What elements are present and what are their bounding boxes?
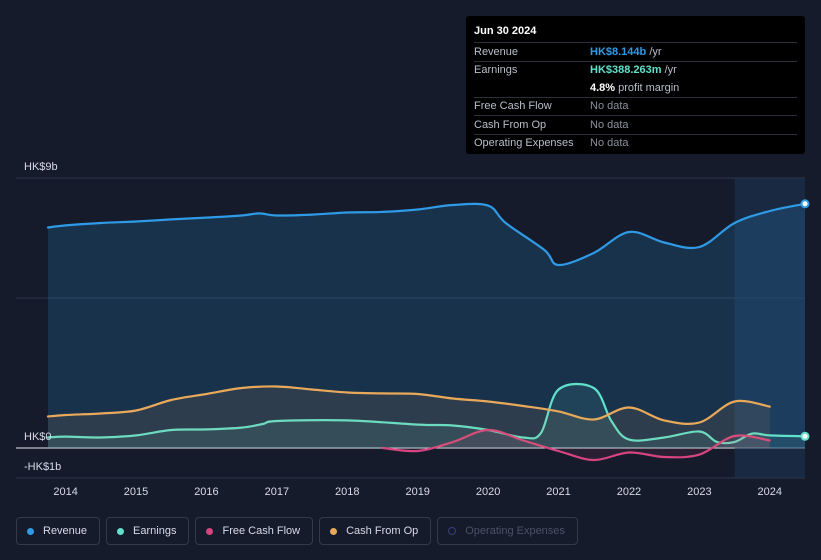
tooltip-row-opex: Operating Expenses No data bbox=[474, 133, 797, 153]
x-tick-label: 2017 bbox=[265, 486, 289, 498]
x-tick-label: 2014 bbox=[53, 486, 77, 498]
tooltip-value: 4.8% bbox=[590, 81, 616, 94]
legend-dot-icon bbox=[27, 527, 34, 535]
free-cash-flow-area bbox=[382, 429, 770, 461]
x-tick-label: 2024 bbox=[758, 486, 782, 498]
tooltip-unit: /yr bbox=[646, 45, 662, 58]
tooltip-label: Earnings bbox=[474, 64, 518, 77]
legend-dot-icon bbox=[117, 527, 125, 535]
legend-item-free-cash-flow[interactable]: Free Cash Flow bbox=[195, 517, 314, 545]
x-tick-label: 2020 bbox=[476, 486, 500, 498]
earnings-area bbox=[48, 383, 805, 448]
x-tick-label: 2015 bbox=[124, 486, 148, 498]
financial-chart: HK$9b HK$0 -HK$1b 2014 2015 2016 2017 2018 2019… bbox=[16, 161, 810, 498]
x-tick-label: 2019 bbox=[405, 486, 429, 498]
legend-label: Free Cash Flow bbox=[222, 525, 301, 537]
x-tick-label: 2022 bbox=[617, 486, 641, 498]
legend-item-earnings[interactable]: Earnings bbox=[106, 517, 190, 545]
forecast-highlight-band bbox=[734, 178, 805, 478]
legend-dot-icon bbox=[330, 527, 338, 535]
free-cash-flow-line bbox=[381, 428, 771, 462]
legend-label: Earnings bbox=[133, 525, 177, 537]
legend-dot-icon bbox=[206, 527, 214, 535]
legend-label: Cash From Op bbox=[346, 525, 419, 537]
chart-legend: Revenue Earnings Free Cash Flow Cash Fro… bbox=[16, 517, 578, 545]
earnings-end-marker bbox=[800, 431, 810, 441]
legend-item-revenue[interactable]: Revenue bbox=[16, 517, 101, 545]
revenue-end-marker bbox=[800, 199, 810, 209]
y-axis-labels: HK$9b HK$0 -HK$1b bbox=[24, 161, 61, 473]
tooltip-value: HK$388.263m bbox=[590, 64, 662, 77]
tooltip-row-margin: 4.8% profit margin bbox=[474, 79, 797, 97]
x-axis-labels: 2014 2015 2016 2017 2018 2019 2020 2021 2022 2023… bbox=[53, 486, 782, 498]
tooltip-label: Revenue bbox=[474, 45, 519, 58]
tooltip-value: No data bbox=[590, 118, 629, 131]
x-tick-label: 2018 bbox=[335, 486, 359, 498]
legend-label: Revenue bbox=[43, 525, 88, 537]
tooltip-row-cfo: Cash From Op No data bbox=[474, 115, 797, 134]
y-tick-label: HK$9b bbox=[24, 161, 58, 173]
tooltip-label: Operating Expenses bbox=[474, 137, 574, 150]
legend-label: Operating Expenses bbox=[465, 525, 565, 537]
cash-from-op-area bbox=[48, 386, 770, 448]
tooltip-value: HK$8.144b bbox=[590, 45, 647, 58]
cash-from-op-line bbox=[46, 385, 771, 425]
data-tooltip: Jun 30 2024 Revenue HK$8.144b /yr Earnin… bbox=[466, 16, 805, 154]
x-tick-label: 2021 bbox=[546, 486, 570, 498]
tooltip-unit: profit margin bbox=[615, 81, 680, 94]
y-tick-label: -HK$1b bbox=[24, 461, 61, 473]
tooltip-value: No data bbox=[590, 100, 629, 113]
x-tick-label: 2016 bbox=[194, 486, 218, 498]
tooltip-label: Cash From Op bbox=[474, 118, 547, 131]
tooltip-label: Free Cash Flow bbox=[474, 100, 552, 113]
legend-item-cash-from-op[interactable]: Cash From Op bbox=[319, 517, 432, 545]
x-tick-label: 2023 bbox=[687, 486, 711, 498]
legend-item-operating-expenses[interactable]: Operating Expenses bbox=[437, 517, 578, 545]
revenue-line bbox=[46, 202, 807, 267]
legend-dot-icon bbox=[448, 527, 457, 535]
tooltip-value: No data bbox=[590, 137, 629, 150]
tooltip-row-earnings: Earnings HK$388.263m /yr bbox=[474, 60, 797, 80]
tooltip-row-revenue: Revenue HK$8.144b /yr bbox=[474, 42, 797, 61]
tooltip-unit: /yr bbox=[661, 64, 677, 77]
revenue-area bbox=[48, 203, 805, 448]
tooltip-row-fcf: Free Cash Flow No data bbox=[474, 96, 797, 116]
y-tick-label: HK$0 bbox=[24, 431, 52, 443]
tooltip-date: Jun 30 2024 bbox=[474, 25, 537, 37]
series-layer bbox=[46, 199, 810, 462]
grid-lines bbox=[16, 177, 805, 479]
